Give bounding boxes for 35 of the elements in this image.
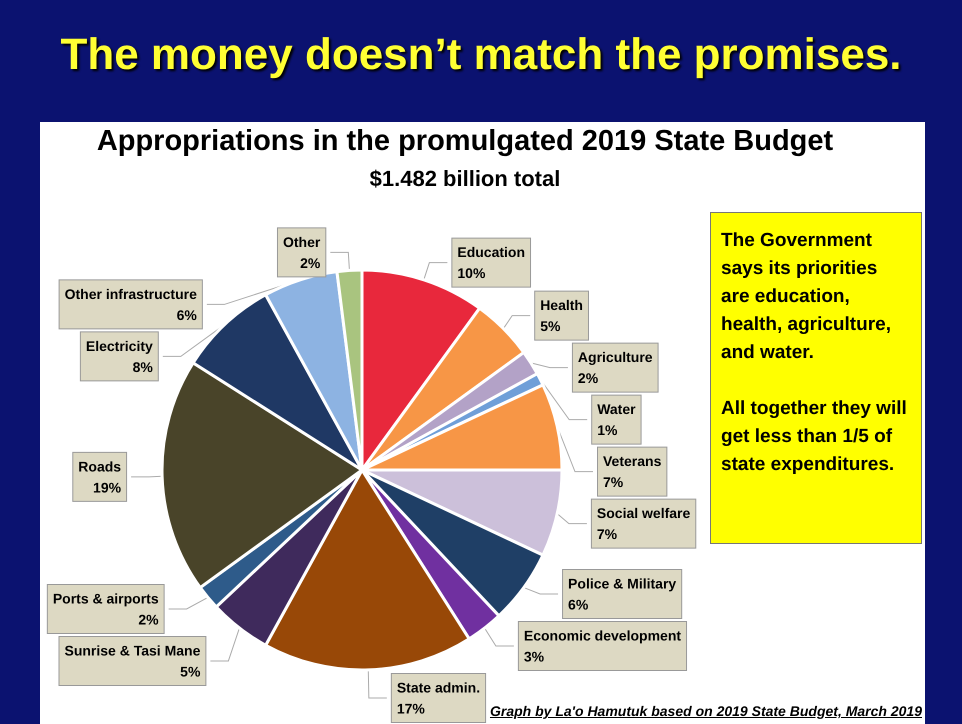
chart-subtitle: Appropriations in the promulgated 2019 State Budget	[96, 125, 834, 158]
data-label: 19%	[93, 479, 122, 496]
data-label: 6%	[176, 306, 198, 323]
data-label: 2%	[138, 611, 160, 628]
text: The Government says its priorities are education, health, agriculture, and water. All together they will get less than 1/5 of state expenditures.	[721, 230, 907, 475]
slice-label: Veterans	[602, 453, 662, 470]
slice-label: Other infrastructure	[64, 286, 198, 302]
data-label: 3%	[524, 648, 545, 664]
slice-label: Health	[540, 297, 583, 314]
data-label: 5%	[540, 318, 561, 334]
slice-label: State admin.	[396, 680, 480, 696]
data-label: 10%	[457, 265, 486, 282]
data-label: 7%	[596, 526, 618, 542]
slice-label: Sunrise & Tasi Mane	[64, 642, 201, 658]
data-label: 2%	[300, 254, 321, 271]
data-label: 5%	[180, 663, 201, 680]
slice-label: Education	[457, 244, 526, 260]
data-label: 1%	[597, 422, 618, 438]
slice-label: Electricity	[86, 338, 153, 354]
text: $1.482 billion total	[368, 166, 562, 192]
text: Graph by La'o Hamutuk based on 2019 State Budget, March 2019	[490, 703, 922, 719]
slice-label: Social welfare	[596, 505, 690, 522]
slice-label: Water	[597, 401, 636, 418]
slice-label: Agriculture	[578, 349, 653, 366]
data-label: 8%	[132, 358, 154, 375]
slice-label: Ports & airports	[52, 590, 159, 606]
data-label: 17%	[396, 700, 426, 716]
slice-label: Roads	[78, 458, 122, 474]
slice-label: Police & Military	[568, 576, 676, 592]
slice-label: Other	[282, 234, 321, 250]
chart-title: The money doesn’t match the promises.	[59, 30, 903, 80]
slice-label: Economic development	[524, 628, 682, 644]
data-label: 2%	[578, 370, 599, 386]
data-label: 7%	[602, 474, 624, 490]
data-label: 6%	[568, 596, 589, 612]
